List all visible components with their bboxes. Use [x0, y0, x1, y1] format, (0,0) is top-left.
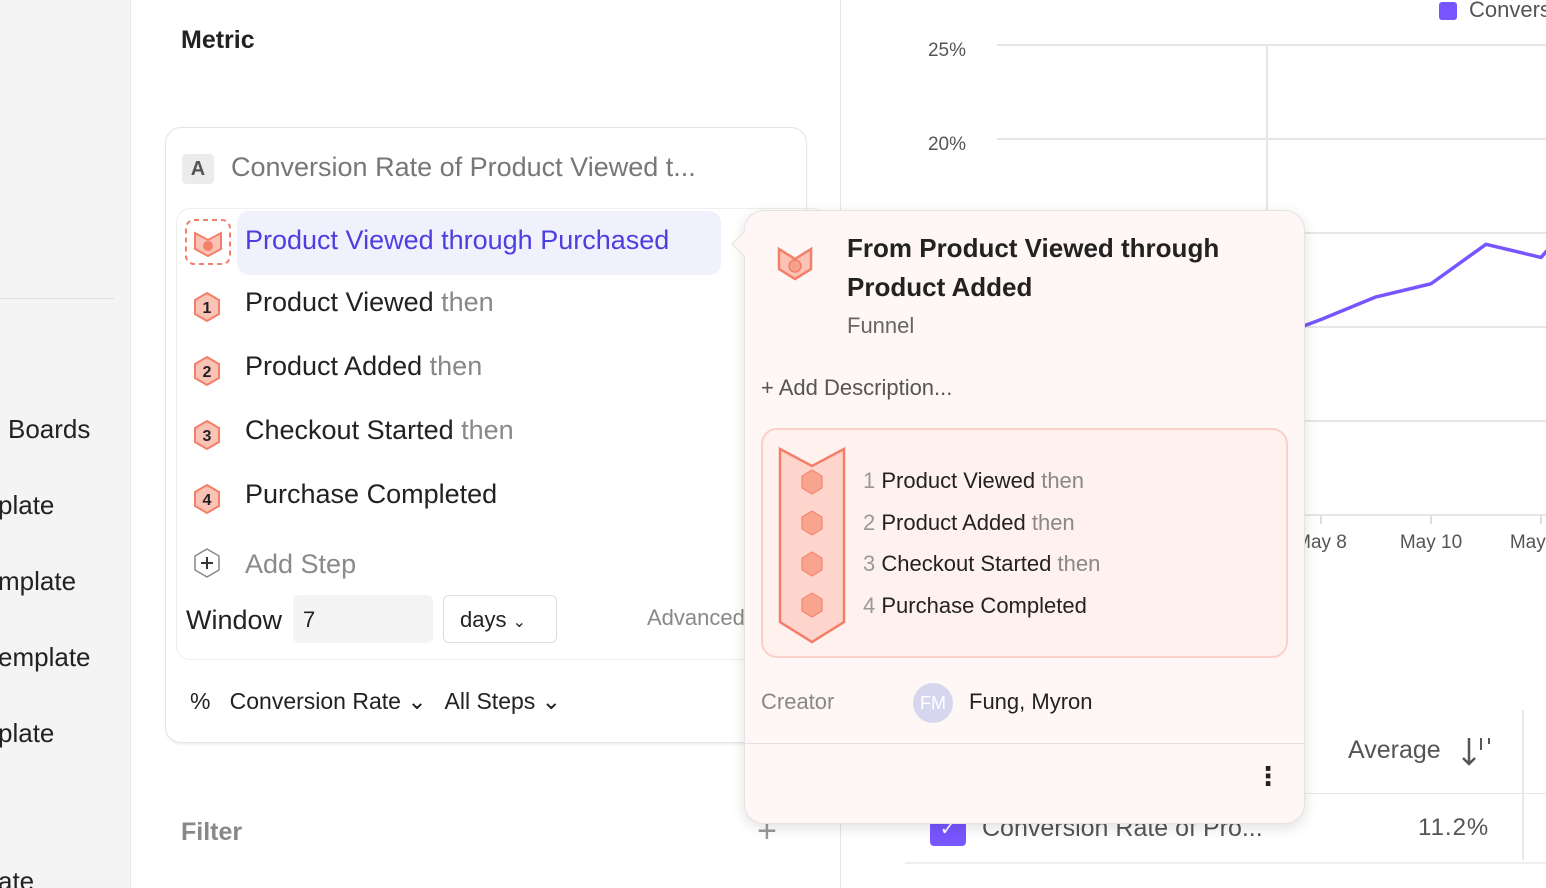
preview-step-suffix: then [1057, 551, 1101, 576]
funnel-step[interactable]: Product Added then [245, 351, 482, 382]
creator-label: Creator [761, 689, 835, 714]
metric-title[interactable]: Conversion Rate of Product Viewed t... [231, 152, 696, 182]
series-line [1265, 242, 1546, 342]
step-number: 4 [203, 492, 212, 509]
measure-row: % Conversion Rate ⌄ All Steps ⌄ [190, 688, 561, 715]
step-suffix: then [429, 351, 483, 381]
preview-step-name: Checkout Started [881, 551, 1052, 576]
y-tick-label: 25% [928, 40, 966, 61]
legend-item[interactable]: Conversion Rate of Product Viewed throug… [1469, 0, 1546, 22]
query-builder-panel: Metric A Conversion Rate of Product View… [131, 0, 841, 888]
popover-title: From Product Viewed through Product Adde… [847, 233, 1220, 302]
funnel-chevron-graphic [778, 446, 846, 644]
step-event-name: Product Added [245, 351, 423, 381]
preview-step-suffix: then [1041, 468, 1085, 493]
avatar: FM [913, 683, 953, 723]
percent-icon: % [190, 688, 211, 714]
step-suffix: then [461, 415, 514, 445]
preview-step: 4 Purchase Completed [863, 593, 1087, 619]
step-suffix: then [441, 287, 494, 317]
sidebar-item-boards[interactable]: Boards [8, 414, 91, 444]
preview-step-name: Purchase Completed [881, 592, 1087, 618]
legend-swatch [1439, 2, 1457, 20]
add-step-button[interactable]: Add Step [245, 549, 357, 579]
funnel-step[interactable]: Purchase Completed [245, 479, 497, 510]
filter-heading: Filter [181, 818, 243, 846]
metric-heading: Metric [181, 26, 255, 54]
preview-step: 3 Checkout Started then [863, 551, 1100, 577]
step-number: 1 [203, 300, 212, 317]
step-event-name: Checkout Started [245, 415, 454, 445]
preview-step: 2 Product Added then [863, 510, 1075, 536]
add-step-icon[interactable] [191, 547, 223, 579]
sidebar-item-template[interactable]: ate [0, 866, 35, 888]
sidebar-item-template[interactable]: plate [0, 490, 55, 520]
creator-name: Fung, Myron [969, 689, 1093, 714]
popover-footer-divider [745, 743, 1304, 744]
series-average-value: 11.2% [1418, 814, 1490, 841]
step-number: 2 [203, 364, 212, 381]
funnel-step[interactable]: Product Viewed then [245, 287, 494, 318]
funnel-details-popover: From Product Viewed through Product Adde… [731, 210, 1305, 824]
step-number-icon: 1 [194, 291, 220, 323]
sidebar-item-template[interactable]: plate [0, 718, 55, 748]
chevron-down-icon[interactable]: ⌄ [407, 688, 427, 714]
step-number-icon: 4 [194, 483, 220, 515]
x-tick-label: May 8 [1295, 532, 1347, 553]
window-input[interactable]: 7 [293, 595, 433, 643]
step-number-icon: 3 [194, 419, 220, 451]
x-tick-label: May 12 [1510, 532, 1546, 553]
advanced-button[interactable]: Advanced [647, 605, 745, 630]
sidebar-divider [0, 298, 114, 299]
funnel-steps-preview: 1 Product Viewed then 2 Product Added the… [761, 428, 1288, 658]
selected-funnel-name[interactable]: Product Viewed through Purchased [245, 225, 670, 255]
preview-step: 1 Product Viewed then [863, 468, 1084, 494]
preview-step-number: 4 [863, 592, 876, 618]
preview-step-name: Product Added [881, 509, 1026, 535]
funnel-step[interactable]: Checkout Started then [245, 415, 514, 446]
funnel-definition: Product Viewed through Purchased 1 Produ… [176, 208, 826, 660]
preview-step-name: Product Viewed [881, 468, 1036, 493]
step-event-name: Purchase Completed [245, 479, 498, 509]
window-unit-select[interactable]: days ⌄ [443, 595, 557, 643]
x-tick-label: May 10 [1400, 532, 1462, 553]
column-divider [1522, 710, 1524, 860]
sidebar-item-template[interactable]: mplate [0, 566, 77, 596]
sidebar-item-template[interactable]: emplate [0, 642, 91, 672]
measure-select[interactable]: Conversion Rate [229, 688, 401, 714]
window-label: Window [186, 605, 283, 635]
funnel-icon [185, 219, 231, 265]
step-number-icon: 2 [194, 355, 220, 387]
preview-step-number: 1 [863, 468, 876, 493]
y-tick-label: 20% [928, 134, 966, 155]
popover-type: Funnel [847, 313, 915, 338]
sort-descending-icon[interactable] [1461, 734, 1493, 768]
step-number: 3 [203, 428, 212, 445]
preview-step-number: 2 [863, 509, 876, 535]
window-unit-value: days [460, 607, 507, 632]
metric-card: A Conversion Rate of Product Viewed t...… [165, 127, 826, 743]
step-event-name: Product Viewed [245, 287, 434, 317]
selected-funnel-highlight [237, 211, 721, 275]
more-options-icon[interactable]: ⋮ [1255, 761, 1281, 791]
chevron-down-icon: ⌄ [512, 614, 527, 631]
steps-scope-select[interactable]: All Steps [444, 688, 536, 714]
average-header[interactable]: Average [1348, 736, 1441, 764]
row-divider [905, 862, 1546, 864]
preview-step-number: 3 [863, 551, 876, 576]
chevron-down-icon[interactable]: ⌄ [541, 688, 561, 714]
funnel-icon [777, 246, 813, 281]
sidebar: Boards plate mplate emplate plate ate [0, 0, 131, 888]
preview-step-suffix: then [1031, 509, 1075, 535]
metric-letter-badge: A [182, 154, 214, 184]
add-description-button[interactable]: + Add Description... [761, 375, 953, 400]
